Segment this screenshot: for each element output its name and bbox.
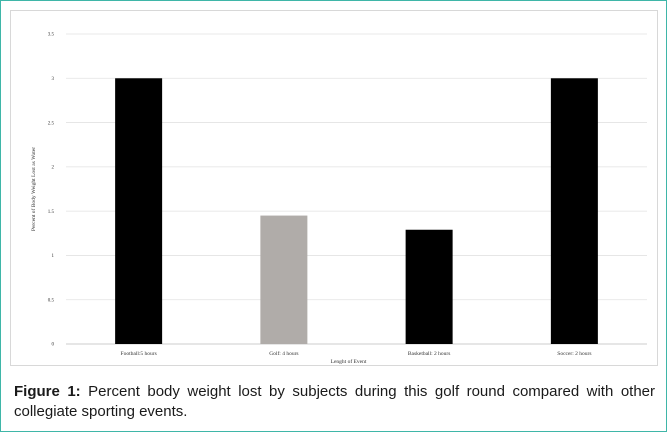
y-tick-label: 0.5 — [48, 298, 55, 303]
figure-caption: Figure 1: Percent body weight lost by su… — [14, 382, 655, 422]
bars — [115, 78, 598, 345]
bar-chart: 0 0.5 1 1.5 2 2.5 3 3.5 Football:5 hours Golf: 4… — [30, 33, 647, 365]
bar — [550, 78, 598, 345]
category-labels: Football:5 hours Golf: 4 hours Basketball:… — [121, 350, 592, 357]
category-label: Basketball: 2 hours — [408, 351, 450, 357]
y-axis-title: Percent of Body Weight Lost as Water — [30, 147, 37, 231]
category-label: Football:5 hours — [121, 351, 157, 357]
grid-layer — [66, 33, 647, 345]
bar — [405, 229, 453, 344]
category-label: Soccer: 2 hours — [557, 351, 591, 357]
caption-text: Percent body weight lost by subjects dur… — [14, 383, 656, 420]
y-tick-label: 3.5 — [48, 33, 55, 38]
y-tick-label: 0 — [52, 343, 55, 348]
bar — [260, 215, 308, 344]
caption-label: Figure 1: — [14, 383, 81, 400]
y-tick-labels: 0 0.5 1 1.5 2 2.5 3 3.5 — [48, 33, 55, 348]
chart-panel: 0 0.5 1 1.5 2 2.5 3 3.5 Football:5 hours Golf: 4… — [10, 10, 658, 366]
y-tick-label: 1.5 — [48, 210, 55, 215]
y-tick-label: 1 — [52, 254, 55, 259]
bar — [115, 78, 163, 345]
y-tick-label: 2.5 — [48, 121, 55, 126]
x-axis-title: Lenght of Event — [331, 358, 367, 365]
y-tick-label: 3 — [52, 77, 55, 82]
category-label: Golf: 4 hours — [269, 350, 298, 357]
y-tick-label: 2 — [52, 166, 55, 171]
